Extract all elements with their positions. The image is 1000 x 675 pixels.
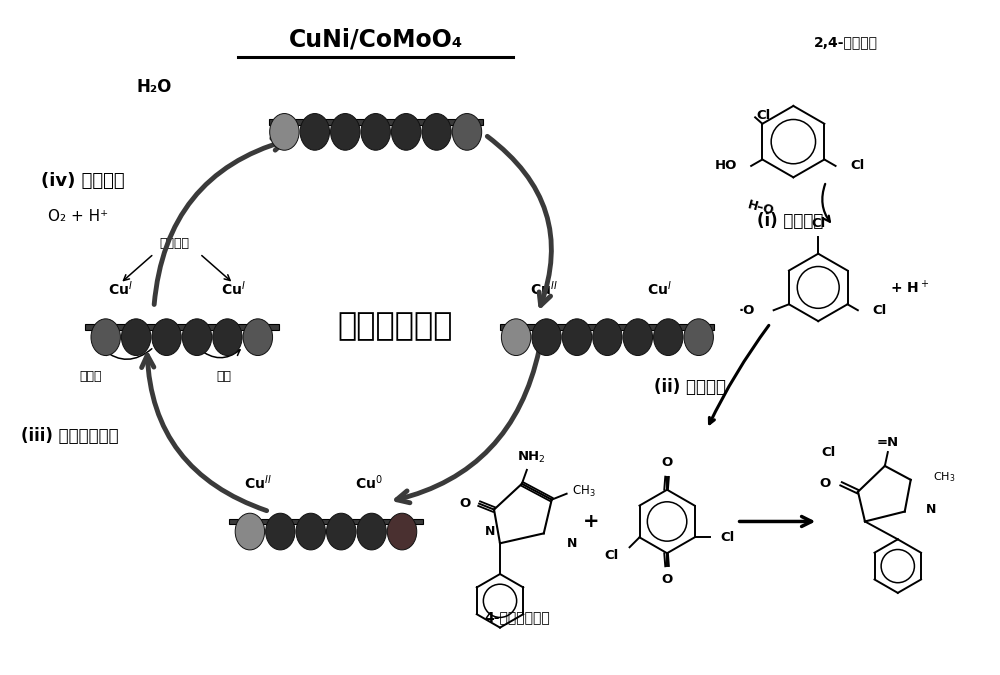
Ellipse shape — [213, 319, 242, 356]
Text: Cl: Cl — [811, 217, 825, 230]
Ellipse shape — [357, 513, 386, 550]
Text: N: N — [566, 537, 577, 550]
Bar — [229, 519, 423, 524]
Text: Cl: Cl — [756, 109, 770, 122]
Text: 共价键: 共价键 — [79, 370, 102, 383]
Ellipse shape — [593, 319, 622, 356]
Text: CH$_3$: CH$_3$ — [572, 484, 595, 500]
Ellipse shape — [243, 319, 273, 356]
Text: O: O — [661, 574, 673, 587]
Ellipse shape — [532, 319, 561, 356]
Text: (ii) 氧化底物: (ii) 氧化底物 — [654, 377, 726, 396]
Ellipse shape — [361, 113, 390, 151]
Text: Cl: Cl — [821, 446, 835, 458]
Text: Cu$^{I}$: Cu$^{I}$ — [647, 279, 672, 298]
Text: Cl: Cl — [605, 549, 619, 562]
Ellipse shape — [452, 113, 482, 151]
Ellipse shape — [266, 513, 295, 550]
Text: CuNi/CoMoO₄: CuNi/CoMoO₄ — [289, 28, 463, 51]
Text: 2,4-二氯苯酚: 2,4-二氯苯酚 — [814, 36, 878, 49]
Text: 籼漆酶样活性: 籼漆酶样活性 — [338, 312, 453, 343]
Ellipse shape — [391, 113, 421, 151]
Ellipse shape — [654, 319, 683, 356]
Text: NH$_2$: NH$_2$ — [517, 450, 546, 464]
Ellipse shape — [270, 113, 299, 151]
Ellipse shape — [91, 319, 120, 356]
Text: (iv) 氧气还原: (iv) 氧气还原 — [41, 172, 124, 190]
Text: Cl: Cl — [873, 304, 887, 317]
Ellipse shape — [235, 513, 265, 550]
Bar — [85, 325, 279, 330]
Text: (iii) 电子转移路径: (iii) 电子转移路径 — [21, 427, 118, 446]
Bar — [269, 119, 483, 124]
Text: Cu$^{I}$: Cu$^{I}$ — [221, 279, 246, 298]
Ellipse shape — [121, 319, 151, 356]
Text: Cu$^{I}$: Cu$^{I}$ — [108, 279, 133, 298]
Text: O: O — [460, 497, 471, 510]
Ellipse shape — [422, 113, 451, 151]
Ellipse shape — [562, 319, 592, 356]
Text: 氮键: 氮键 — [216, 370, 231, 383]
Text: Cu$^{II}$: Cu$^{II}$ — [244, 473, 271, 492]
Text: O: O — [661, 456, 673, 469]
Text: Cu$^{0}$: Cu$^{0}$ — [355, 473, 383, 492]
Text: + H$^+$: + H$^+$ — [890, 279, 929, 296]
Ellipse shape — [326, 513, 356, 550]
Text: +: + — [583, 512, 600, 531]
Text: Cl: Cl — [720, 531, 735, 544]
Text: H–O: H–O — [746, 198, 775, 218]
Text: ·O: ·O — [739, 304, 755, 317]
Text: Cu$^{II}$: Cu$^{II}$ — [530, 279, 558, 298]
Text: HO: HO — [715, 159, 737, 172]
Ellipse shape — [296, 513, 325, 550]
Text: N: N — [925, 503, 936, 516]
Text: CH$_3$: CH$_3$ — [933, 470, 956, 484]
Text: O: O — [820, 477, 831, 490]
Ellipse shape — [300, 113, 330, 151]
Ellipse shape — [182, 319, 212, 356]
Ellipse shape — [501, 319, 531, 356]
Ellipse shape — [623, 319, 653, 356]
Ellipse shape — [331, 113, 360, 151]
Ellipse shape — [152, 319, 181, 356]
Bar — [500, 325, 714, 330]
Text: H₂O: H₂O — [136, 78, 172, 96]
Text: 4-氨基安替比林: 4-氨基安替比林 — [484, 611, 550, 624]
Ellipse shape — [387, 513, 417, 550]
Text: 空间位阻: 空间位阻 — [160, 238, 190, 250]
Text: N: N — [485, 525, 495, 538]
Text: =N: =N — [877, 435, 899, 449]
Ellipse shape — [684, 319, 713, 356]
Text: Cl: Cl — [850, 159, 865, 172]
Text: O₂ + H⁺: O₂ + H⁺ — [48, 209, 108, 223]
Text: (i) 结合底物: (i) 结合底物 — [757, 212, 823, 230]
